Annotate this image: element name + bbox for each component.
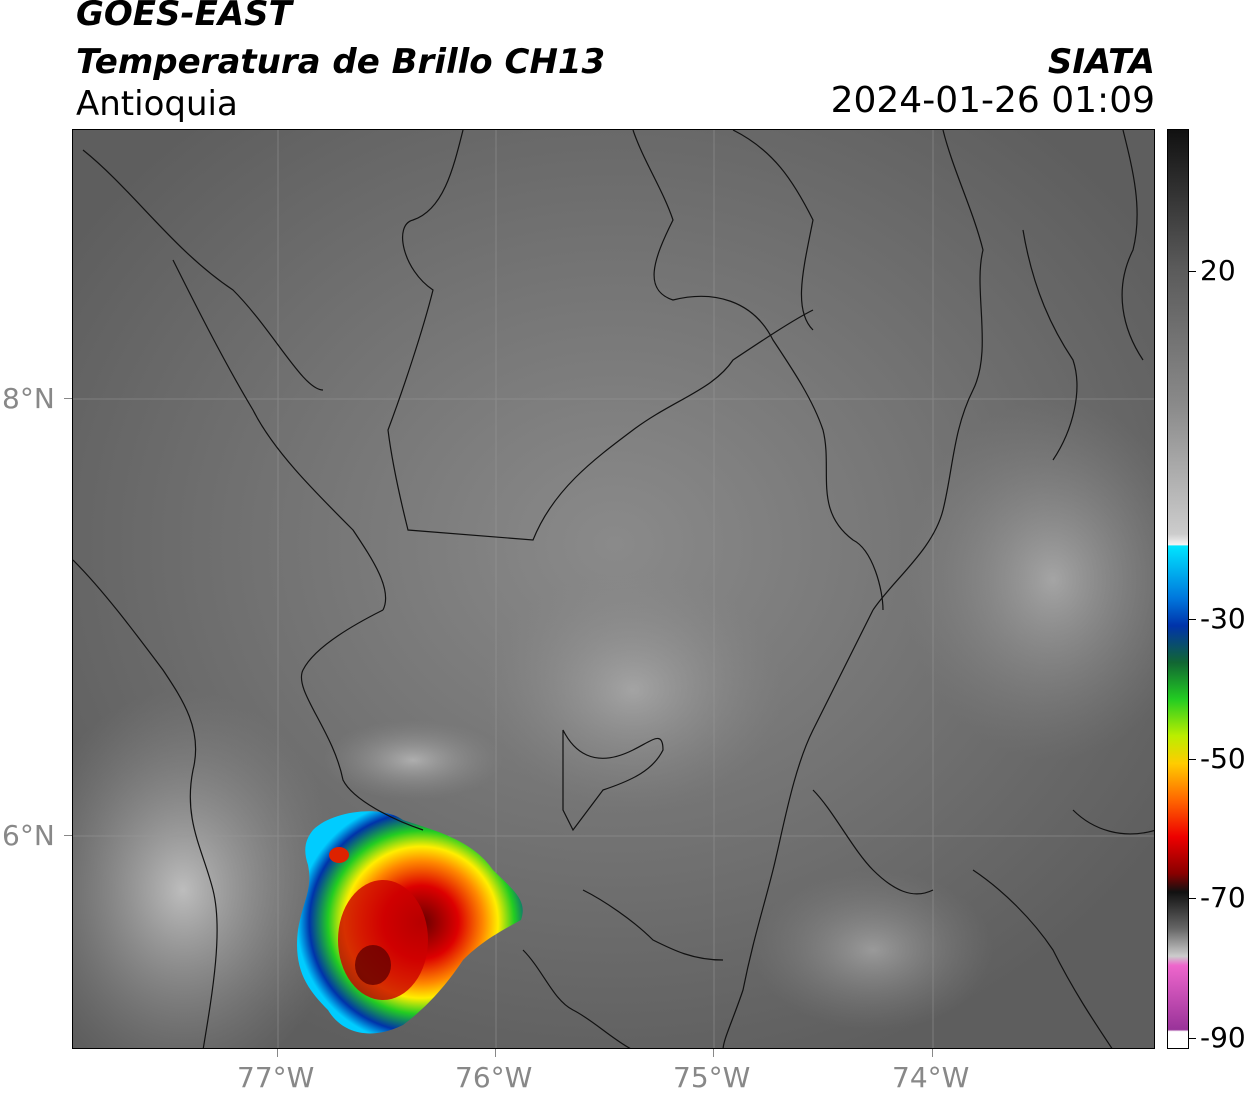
colorbar-label-minus50: -50 xyxy=(1200,742,1246,775)
lon-label-76w: 76°W xyxy=(455,1061,533,1094)
lon-label-77w: 77°W xyxy=(237,1061,315,1094)
lat-label-8n: 8°N xyxy=(2,382,55,415)
lon-tick xyxy=(713,1049,714,1057)
colorbar-tick xyxy=(1189,619,1196,620)
colorbar-label-minus90: -90 xyxy=(1200,1021,1246,1054)
timestamp-label: 2024-01-26 01:09 xyxy=(830,80,1155,121)
region-subtitle: Antioquia xyxy=(76,84,238,124)
lon-label-75w: 75°W xyxy=(673,1061,751,1094)
colorbar-label-20: 20 xyxy=(1200,254,1236,287)
lat-tick xyxy=(64,835,72,836)
colorbar-tick xyxy=(1189,898,1196,899)
satellite-map[interactable] xyxy=(72,129,1155,1049)
colorbar-tick xyxy=(1189,1038,1196,1039)
colorbar-tick xyxy=(1189,759,1196,760)
product-title: Temperatura de Brillo CH13 xyxy=(76,42,606,82)
lon-tick xyxy=(495,1049,496,1057)
brand-label: SIATA xyxy=(1047,42,1155,82)
admin-borders xyxy=(73,130,1154,1048)
lon-tick xyxy=(277,1049,278,1057)
colorbar-label-minus30: -30 xyxy=(1200,602,1246,635)
lon-label-74w: 74°W xyxy=(892,1061,970,1094)
map-canvas xyxy=(73,130,1154,1048)
colorbar-tick xyxy=(1189,271,1196,272)
colorbar-gradient xyxy=(1168,130,1188,1048)
colorbar-label-minus70: -70 xyxy=(1200,881,1246,914)
light-cloud-region xyxy=(73,690,343,1048)
lon-tick xyxy=(932,1049,933,1057)
satellite-title: GOES-EAST xyxy=(76,0,292,34)
lat-label-6n: 6°N xyxy=(2,819,55,852)
lat-tick xyxy=(64,398,72,399)
temperature-colorbar xyxy=(1167,129,1189,1049)
